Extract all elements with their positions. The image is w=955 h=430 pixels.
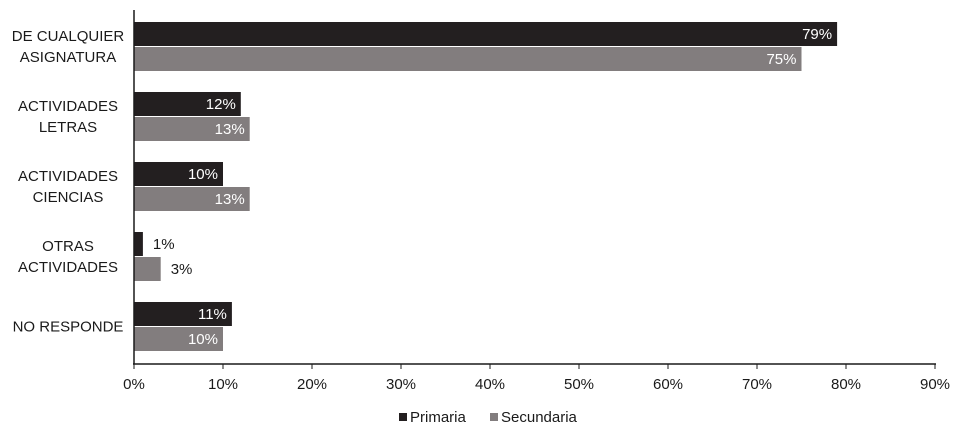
x-tick-label: 80% xyxy=(831,376,861,393)
bar-primaria xyxy=(134,232,143,256)
x-tick-label: 40% xyxy=(475,376,505,393)
data-label: 13% xyxy=(215,121,245,138)
bar-primaria xyxy=(134,162,223,186)
legend-swatch-primaria xyxy=(399,413,407,421)
x-tick-label: 70% xyxy=(742,376,772,393)
bar-primaria xyxy=(134,92,241,116)
legend-label: Primaria xyxy=(410,409,466,426)
x-tick-label: 10% xyxy=(208,376,238,393)
category-label-line: CIENCIAS xyxy=(33,189,104,206)
category-label-line: OTRAS xyxy=(42,238,94,255)
data-label: 10% xyxy=(188,331,218,348)
x-tick-label: 20% xyxy=(297,376,327,393)
data-label: 75% xyxy=(766,51,796,68)
bar-secundaria xyxy=(134,327,223,351)
data-label: 11% xyxy=(198,306,227,323)
x-tick-label: 50% xyxy=(564,376,594,393)
data-label: 12% xyxy=(206,96,236,113)
category-label-line: DE CUALQUIER xyxy=(12,28,125,45)
x-tick-label: 30% xyxy=(386,376,416,393)
category-label: DE CUALQUIER ASIGNATURA xyxy=(12,28,125,66)
data-label: 1% xyxy=(153,236,175,253)
category-label-line: ASIGNATURA xyxy=(20,49,116,66)
legend-label: Secundaria xyxy=(501,409,578,426)
bar-secundaria xyxy=(134,117,250,141)
data-label: 13% xyxy=(215,191,245,208)
data-label: 3% xyxy=(171,261,193,278)
category-label-line: LETRAS xyxy=(39,119,97,136)
category-label-line: NO RESPONDE xyxy=(13,319,124,336)
bar-primaria xyxy=(134,22,838,46)
x-tick-label: 0% xyxy=(123,376,145,393)
category-label: ACTIVIDADES CIENCIAS xyxy=(18,168,118,206)
bar-primaria xyxy=(134,302,232,326)
legend-swatch-secundaria xyxy=(490,413,498,421)
category-label: ACTIVIDADES LETRAS xyxy=(18,98,118,136)
bar-secundaria xyxy=(134,47,802,71)
category-label-line: ACTIVIDADES xyxy=(18,168,118,185)
bar-secundaria xyxy=(134,187,250,211)
x-tick-label: 60% xyxy=(653,376,683,393)
category-label-line: ACTIVIDADES xyxy=(18,98,118,115)
x-tick-label: 90% xyxy=(920,376,950,393)
category-label-line: ACTIVIDADES xyxy=(18,259,118,276)
category-label: NO RESPONDE xyxy=(13,319,124,336)
data-label: 79% xyxy=(802,26,832,43)
data-label: 10% xyxy=(188,166,218,183)
category-label: OTRAS ACTIVIDADES xyxy=(18,238,118,276)
bar-secundaria xyxy=(134,257,161,281)
